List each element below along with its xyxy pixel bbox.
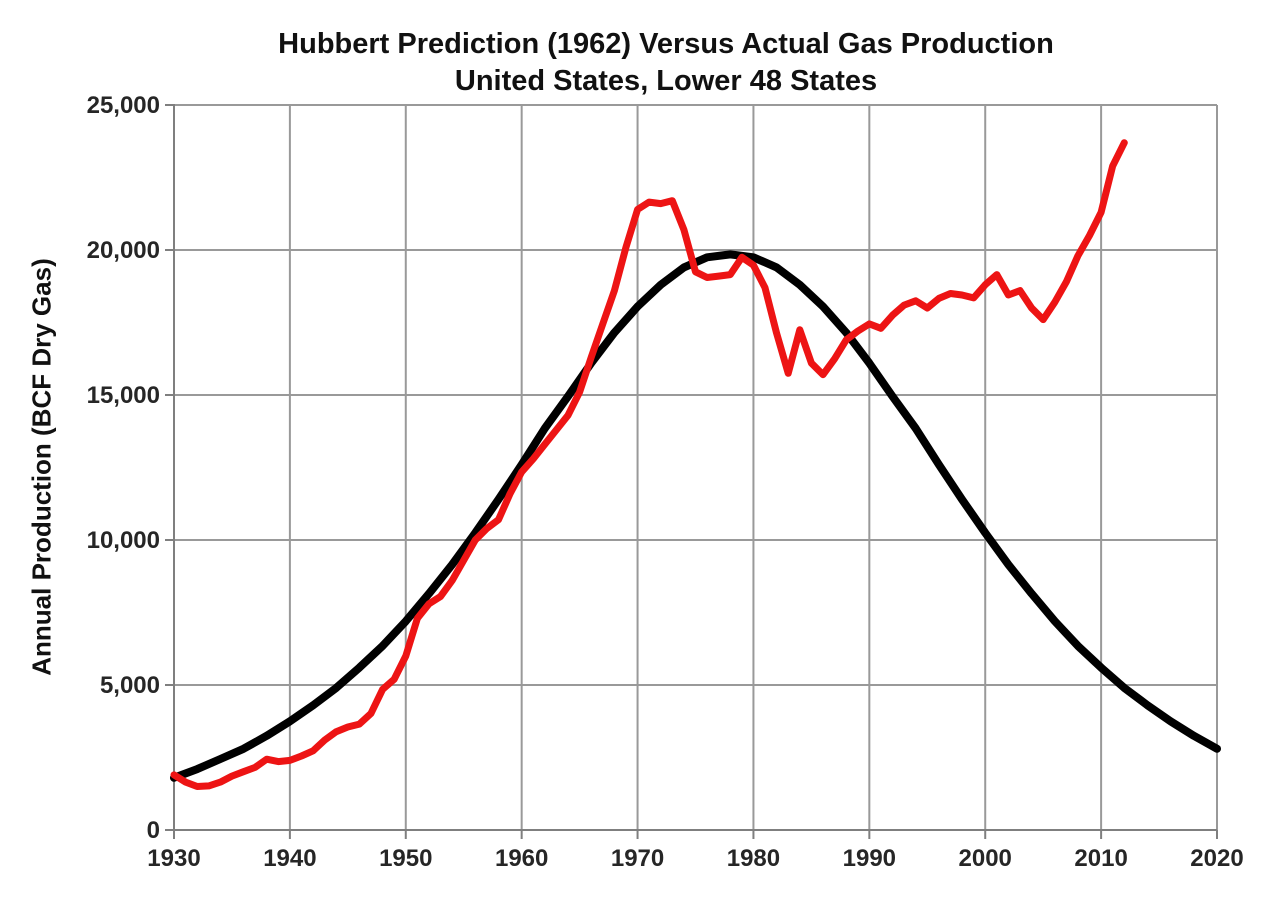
- axes: [166, 104, 1217, 831]
- x-tick-label: 2000: [959, 845, 1012, 872]
- x-tick-label: 1990: [843, 845, 896, 872]
- chart-title: Hubbert Prediction (1962) Versus Actual …: [55, 26, 1277, 100]
- actual-production-line: [170, 139, 1128, 790]
- x-tick-label: 1930: [147, 845, 200, 872]
- gridlines: [173, 104, 1218, 831]
- y-tick-label: 10,000: [87, 527, 160, 554]
- y-tick-label: 20,000: [87, 237, 160, 264]
- x-tick-label: 2020: [1190, 845, 1243, 872]
- x-tick-label: 1980: [727, 845, 780, 872]
- x-tick-labels: 1930 1940 1950 1960 1970 1980 1990 2000 2010 2020: [147, 845, 1243, 872]
- y-tick-label: 0: [147, 817, 160, 844]
- y-tick-label: 5,000: [100, 672, 160, 699]
- hubbert-prediction-curve: [170, 250, 1221, 782]
- x-tick-label: 1940: [263, 845, 316, 872]
- chart-title-line1: Hubbert Prediction (1962) Versus Actual …: [278, 28, 1054, 60]
- y-tick-label: 25,000: [87, 92, 160, 119]
- x-tick-label: 1950: [379, 845, 432, 872]
- y-tick-label: 15,000: [87, 382, 160, 409]
- x-tick-label: 1970: [611, 845, 664, 872]
- x-tick-label: 2010: [1074, 845, 1127, 872]
- y-tick-labels: 0 5,000 10,000 15,000 20,000 25,000: [87, 92, 160, 844]
- chart-title-line2: United States, Lower 48 States: [454, 65, 878, 97]
- x-tick-label: 1960: [495, 845, 548, 872]
- tick-marks: [165, 104, 1218, 839]
